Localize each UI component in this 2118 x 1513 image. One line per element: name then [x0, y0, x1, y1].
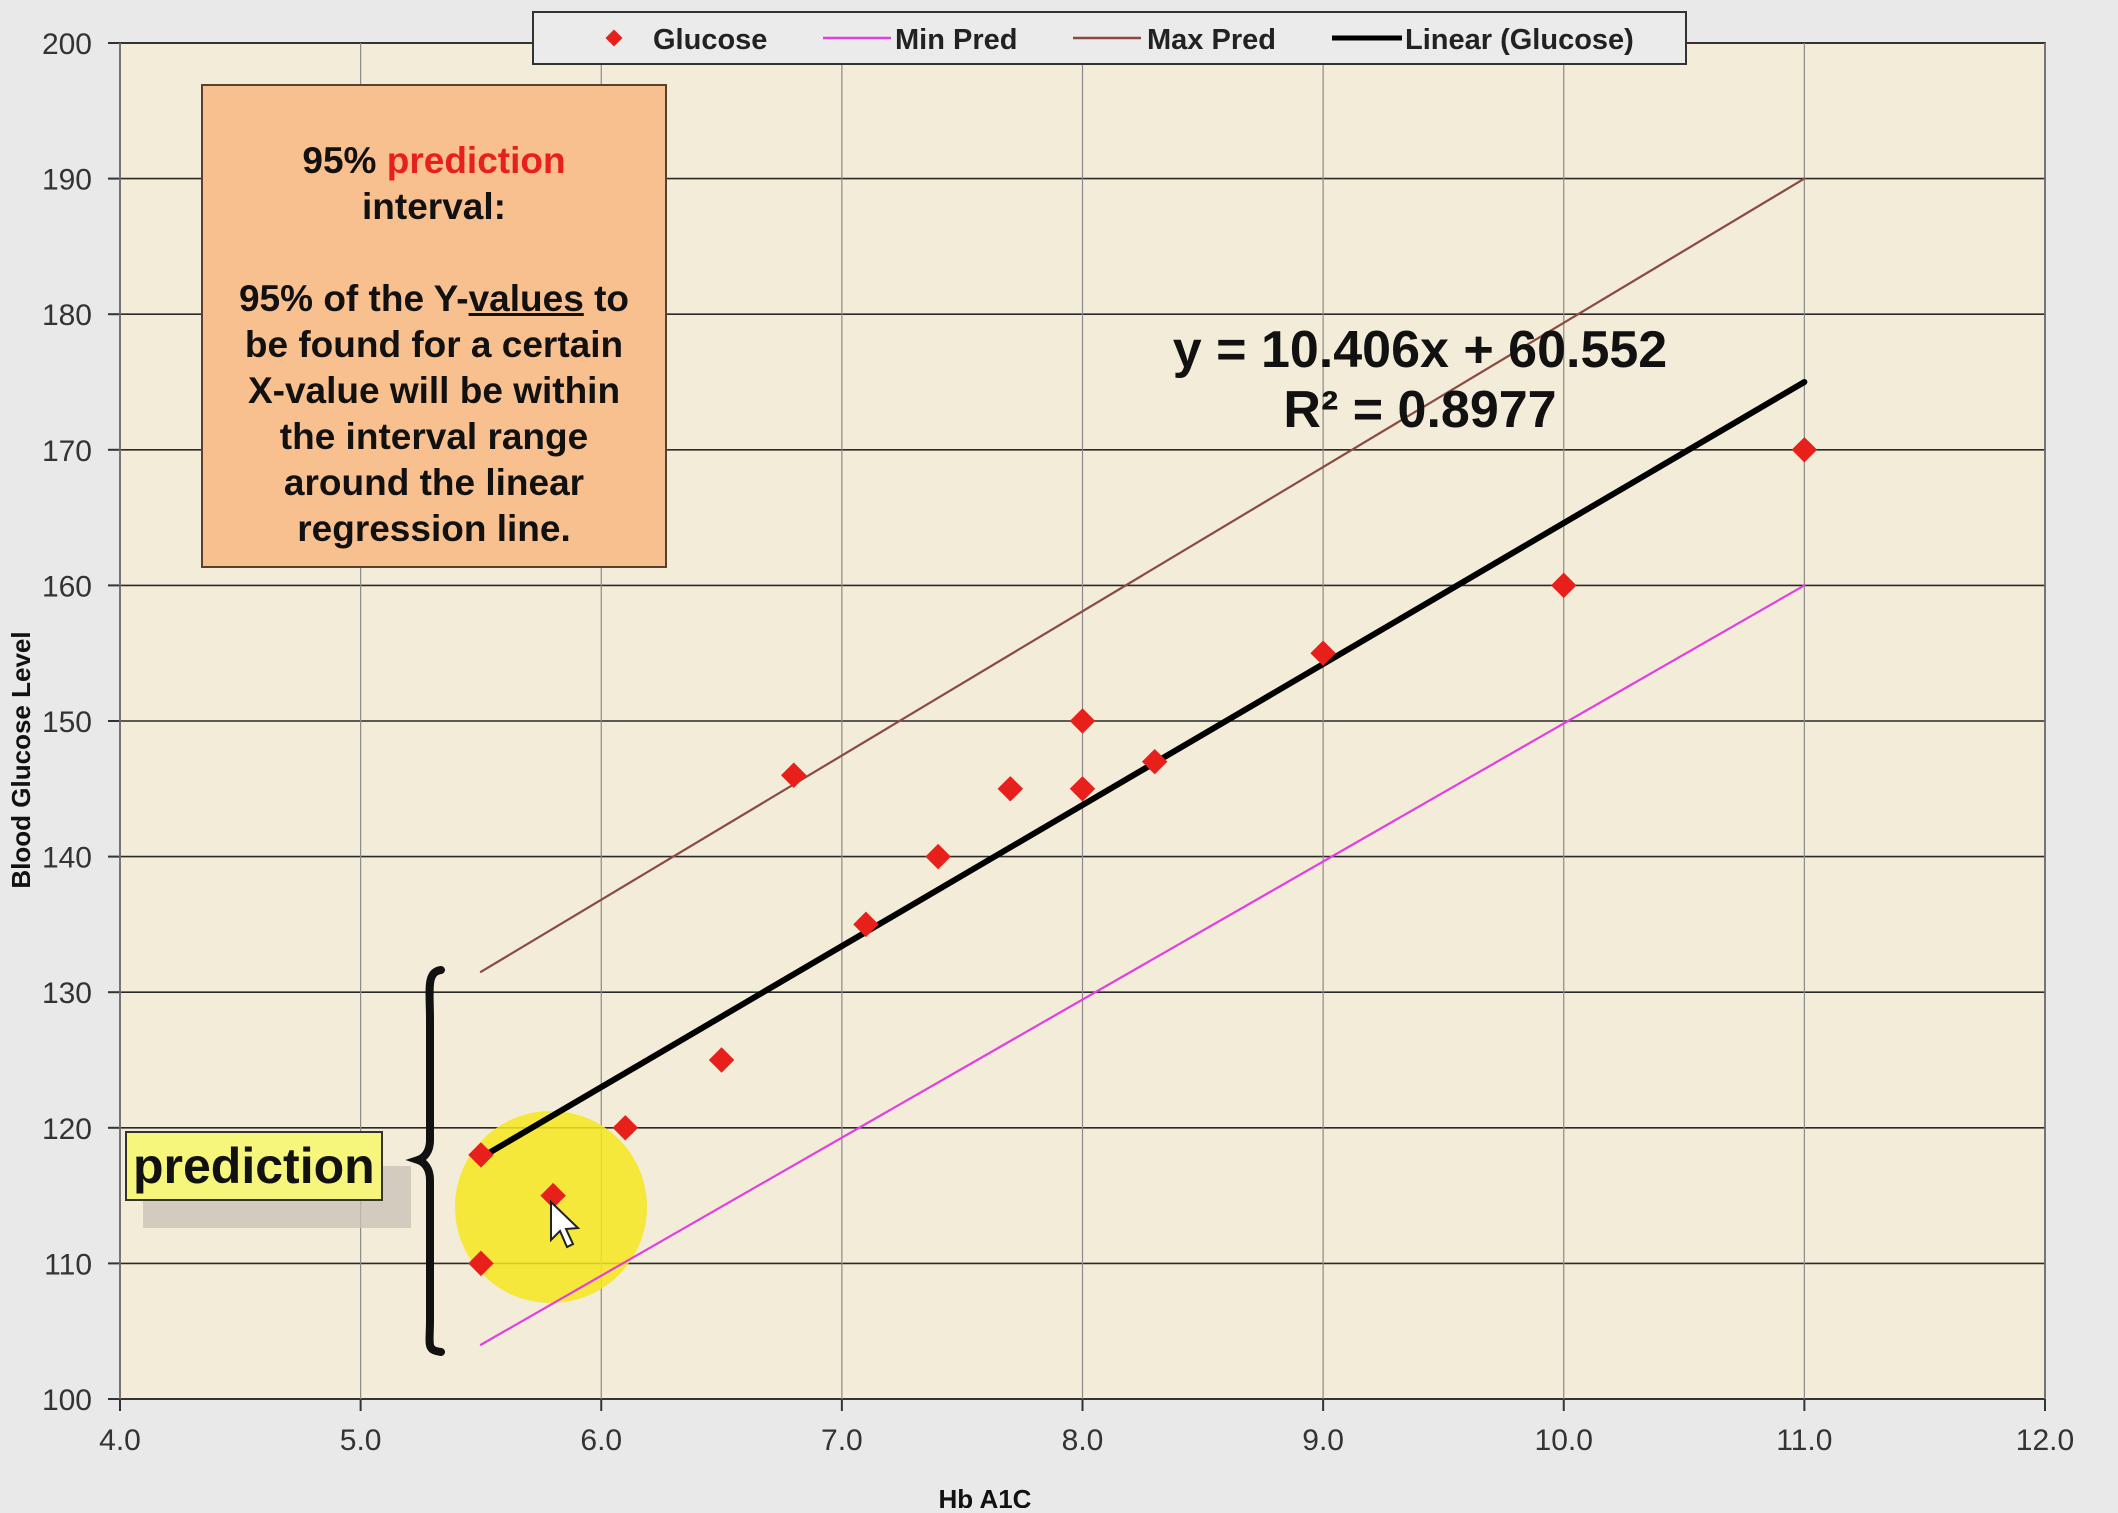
equation-text: y = 10.406x + 60.552: [1172, 321, 1668, 379]
info-line8: regression line.: [297, 508, 571, 549]
info-line4: be found for a certain: [244, 324, 624, 365]
mouse-cursor-icon: [550, 1199, 581, 1249]
y-tick-label: 190: [42, 164, 92, 197]
x-tick-label: 9.0: [1302, 1424, 1344, 1457]
x-tick-label: 6.0: [580, 1424, 622, 1457]
info-line7: around the linear: [283, 462, 585, 503]
y-tick-label: 200: [42, 28, 92, 61]
legend-min-pred-label: Min Pred: [895, 24, 1017, 56]
info-percent: 95%: [302, 140, 377, 181]
y-tick-label: 100: [42, 1384, 92, 1417]
x-tick-label: 12.0: [2016, 1424, 2074, 1457]
legend-max-pred-label: Max Pred: [1147, 24, 1276, 56]
y-tick-label: 120: [42, 1113, 92, 1146]
series-lines: [477, 177, 1808, 1346]
y-tick-label: 130: [42, 977, 92, 1010]
prediction-label: prediction: [125, 1131, 383, 1201]
min-pred-line: [479, 584, 1806, 1346]
y-tick-label: 170: [42, 435, 92, 468]
legend-linear-label: Linear (Glucose): [1405, 24, 1634, 56]
glucose-point: [925, 843, 951, 870]
curly-brace: [405, 966, 445, 1356]
y-tick-labels: 100 110 120 130 140 150 160 170 180 190 200: [42, 28, 92, 1417]
legend-glucose-marker: [605, 29, 623, 47]
info-line5: X-value will be within: [247, 370, 621, 411]
info-highlight: prediction: [386, 140, 566, 181]
x-tick-label: 10.0: [1535, 1424, 1593, 1457]
legend: Glucose Min Pred Max Pred Linear (Glucos…: [532, 11, 1687, 65]
y-tick-label: 150: [42, 706, 92, 739]
info-line2: interval:: [362, 186, 506, 227]
x-tick-label: 4.0: [99, 1424, 141, 1457]
x-axis-label: Hb A1C: [939, 1484, 1032, 1508]
y-tick-label: 140: [42, 842, 92, 875]
info-line3b: values: [468, 278, 584, 319]
legend-glucose-label: Glucose: [653, 24, 767, 56]
y-axis-label: Blood Glucose Level: [6, 631, 36, 888]
glucose-point: [853, 911, 879, 938]
x-tick-labels: 4.0 5.0 6.0 7.0 8.0 9.0 10.0 11.0 12.0: [99, 1424, 2074, 1457]
x-tick-label: 5.0: [340, 1424, 382, 1457]
info-line3c: to: [583, 278, 629, 319]
regression-equation: y = 10.406x + 60.552 R² = 0.8977: [1120, 320, 1720, 440]
glucose-point: [997, 776, 1024, 802]
info-line6: the interval range: [279, 416, 589, 457]
y-tick-label: 180: [42, 299, 92, 332]
r-squared-text: R² = 0.8977: [1283, 381, 1557, 439]
max-pred-line: [479, 177, 1806, 973]
y-tick-label: 160: [42, 570, 92, 603]
y-tick-label: 110: [44, 1248, 92, 1281]
info-box: 95% prediction interval: 95% of the Y-va…: [201, 84, 667, 568]
info-line3a: 95% of the Y-: [238, 278, 469, 319]
glucose-point: [781, 762, 807, 788]
x-tick-label: 11.0: [1776, 1424, 1832, 1457]
x-tick-label: 8.0: [1062, 1424, 1104, 1457]
x-tick-label: 7.0: [821, 1424, 863, 1457]
linear-glucose-line: [477, 379, 1808, 1161]
